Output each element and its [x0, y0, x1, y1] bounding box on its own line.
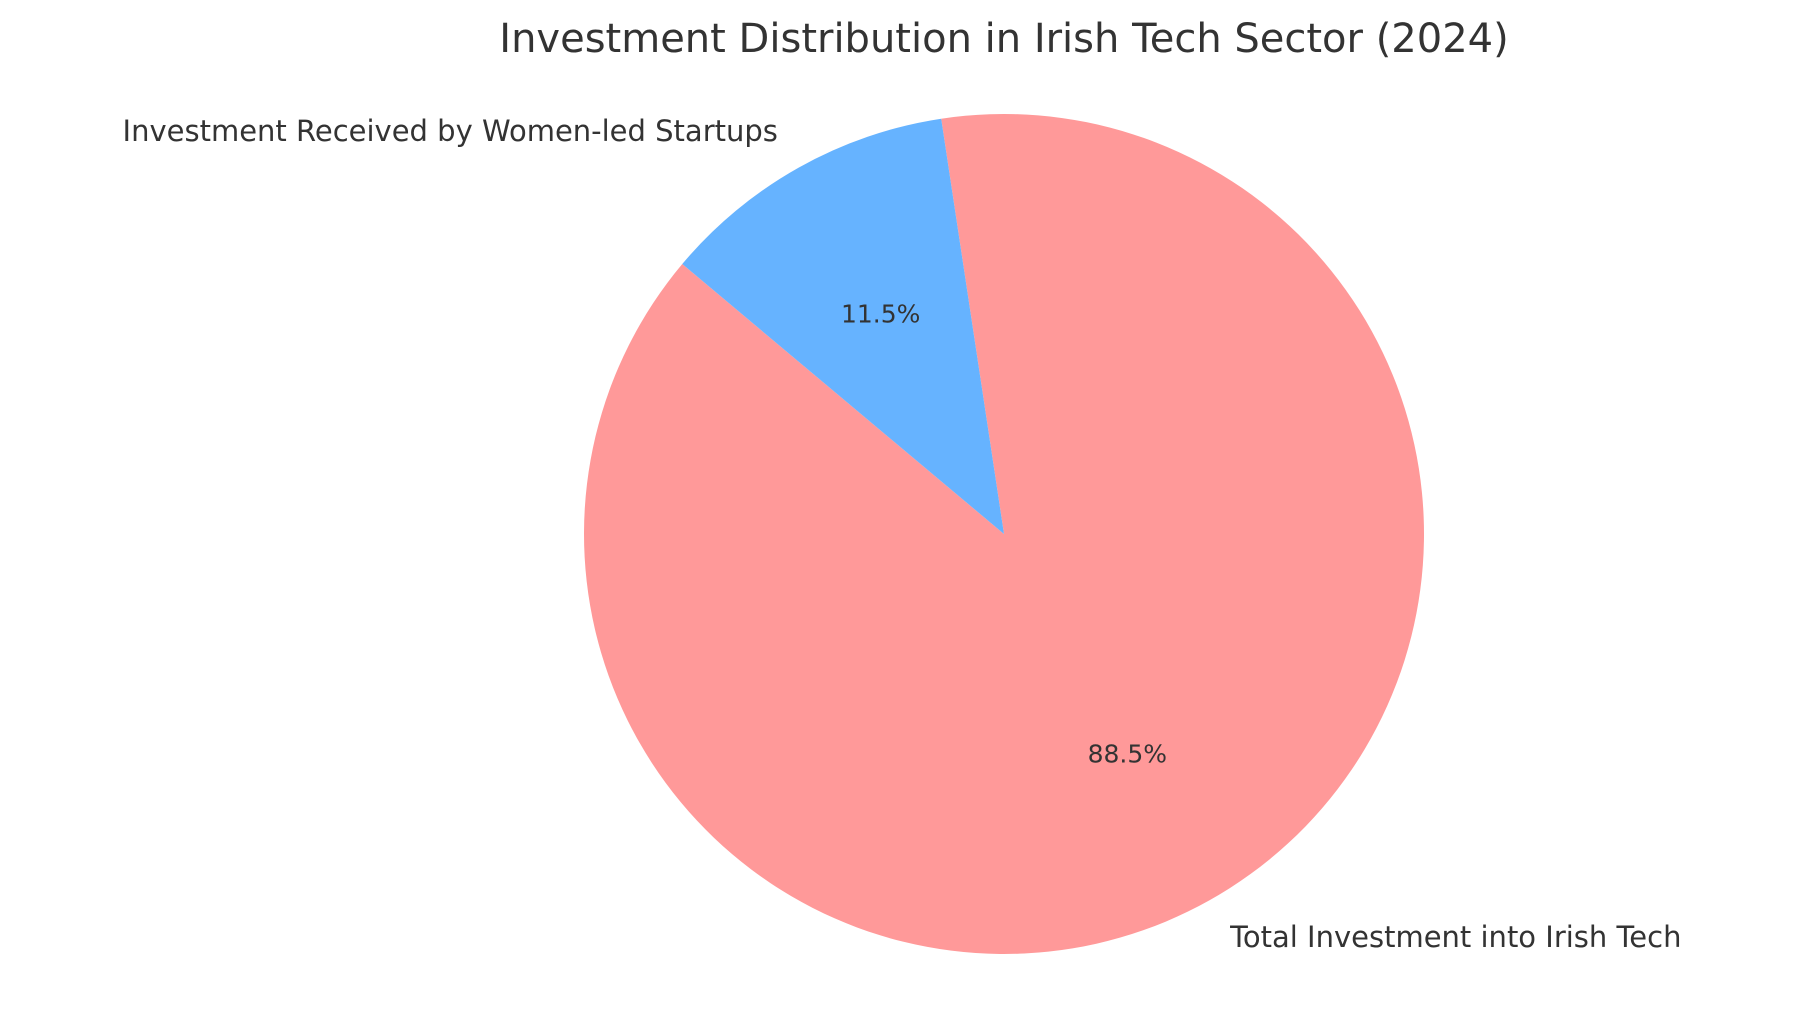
pie-slice-label-total-investment-into-irish-tech: Total Investment into Irish Tech: [1229, 920, 1681, 954]
pie-slice-total-investment-into-irish-tech: [584, 113, 1425, 954]
chart-title: Investment Distribution in Irish Tech Se…: [499, 16, 1508, 62]
pie-slices: [584, 113, 1425, 954]
pie-slice-label-investment-received-by-women-led-startups: Investment Received by Women-led Startup…: [123, 114, 778, 148]
pie-labels: 88.5% Total Investment into Irish Tech 11.…: [123, 114, 1682, 954]
pie-pct-label-total-investment-into-irish-tech: 88.5%: [1088, 739, 1167, 768]
pie-pct-label-investment-received-by-women-led-startups: 11.5%: [841, 300, 920, 329]
pie-slice-investment-received-by-women-led-startups: [682, 118, 1004, 534]
